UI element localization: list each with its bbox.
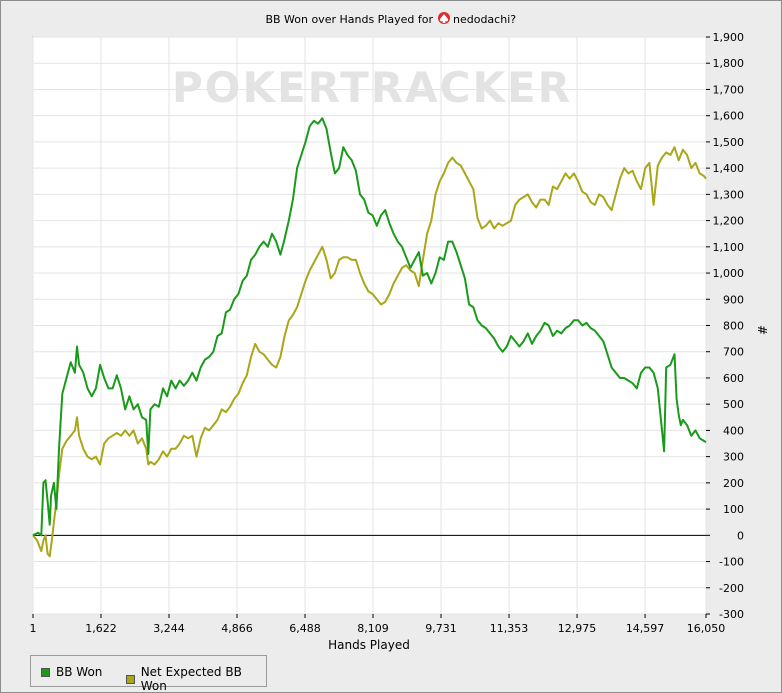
x-tick-label: 16,050: [687, 622, 726, 635]
legend: BB Won Net Expected BB Won: [30, 655, 267, 693]
x-axis-ticks: 1 1,622 3,244 4,866 6,488 8,109 9,731 11,353 12,…: [30, 614, 726, 635]
grid-lines: [32, 36, 707, 615]
x-axis-label: Hands Played: [328, 638, 410, 652]
y-tick-label: -300: [719, 608, 744, 621]
legend-swatch-net-expected: [126, 674, 135, 684]
y-tick-label: -100: [719, 556, 744, 569]
series-line-bb-won: [32, 117, 707, 537]
y-tick-label: 1,800: [713, 57, 745, 70]
y-tick-label: 1,100: [713, 241, 745, 254]
chart-title: BB Won over Hands Played for: [265, 13, 433, 26]
x-tick-label: 14,597: [626, 622, 665, 635]
y-tick-label: 400: [723, 424, 744, 437]
x-tick-label: 11,353: [490, 622, 529, 635]
y-tick-label: 1,200: [713, 215, 745, 228]
series-group: [32, 117, 707, 558]
series-line-net-expected-bb-won: [32, 146, 707, 558]
y-tick-label: 1,700: [713, 83, 745, 96]
x-tick-label: 1,622: [85, 622, 117, 635]
y-tick-label: 1,600: [713, 110, 745, 123]
y-tick-label: 1,900: [713, 31, 745, 44]
y-tick-label: 200: [723, 477, 744, 490]
x-tick-label: 3,244: [153, 622, 185, 635]
y-axis-ticks: 1,900 1,800 1,700 1,600 1,500 1,400 1,300 1,200…: [706, 31, 744, 621]
y-tick-label: 900: [723, 293, 744, 306]
player-name: nedodachi?: [453, 13, 516, 26]
legend-item-net-expected: Net Expected BB Won: [126, 665, 266, 693]
x-tick-label: 6,488: [289, 622, 321, 635]
y-tick-label: 600: [723, 372, 744, 385]
x-tick-label: 9,731: [425, 622, 457, 635]
legend-swatch-bb-won: [41, 667, 50, 677]
y-tick-label: -200: [719, 582, 744, 595]
y-tick-label: 1,500: [713, 136, 745, 149]
x-tick-label: 8,109: [357, 622, 389, 635]
y-axis-label: #: [755, 325, 769, 335]
y-tick-label: 700: [723, 346, 744, 359]
watermark: POKERTRACKER: [172, 63, 572, 112]
y-tick-label: 0: [737, 529, 744, 542]
y-tick-label: 1,400: [713, 162, 745, 175]
legend-label-bb-won: BB Won: [56, 665, 103, 679]
legend-label-net-expected: Net Expected BB Won: [140, 665, 242, 693]
y-tick-label: 300: [723, 451, 744, 464]
y-tick-label: 500: [723, 398, 744, 411]
x-tick-label: 4,866: [221, 622, 253, 635]
legend-item-bb-won: BB Won: [41, 665, 102, 679]
x-tick-label: 12,975: [558, 622, 597, 635]
y-tick-label: 800: [723, 320, 744, 333]
y-tick-label: 1,000: [713, 267, 745, 280]
y-tick-label: 100: [723, 503, 744, 516]
x-tick-label: 1: [30, 622, 37, 635]
y-tick-label: 1,300: [713, 188, 745, 201]
pokerstars-spade-icon: [438, 12, 450, 24]
chart-title-group: BB Won over Hands Played for nedodachi?: [265, 12, 516, 26]
